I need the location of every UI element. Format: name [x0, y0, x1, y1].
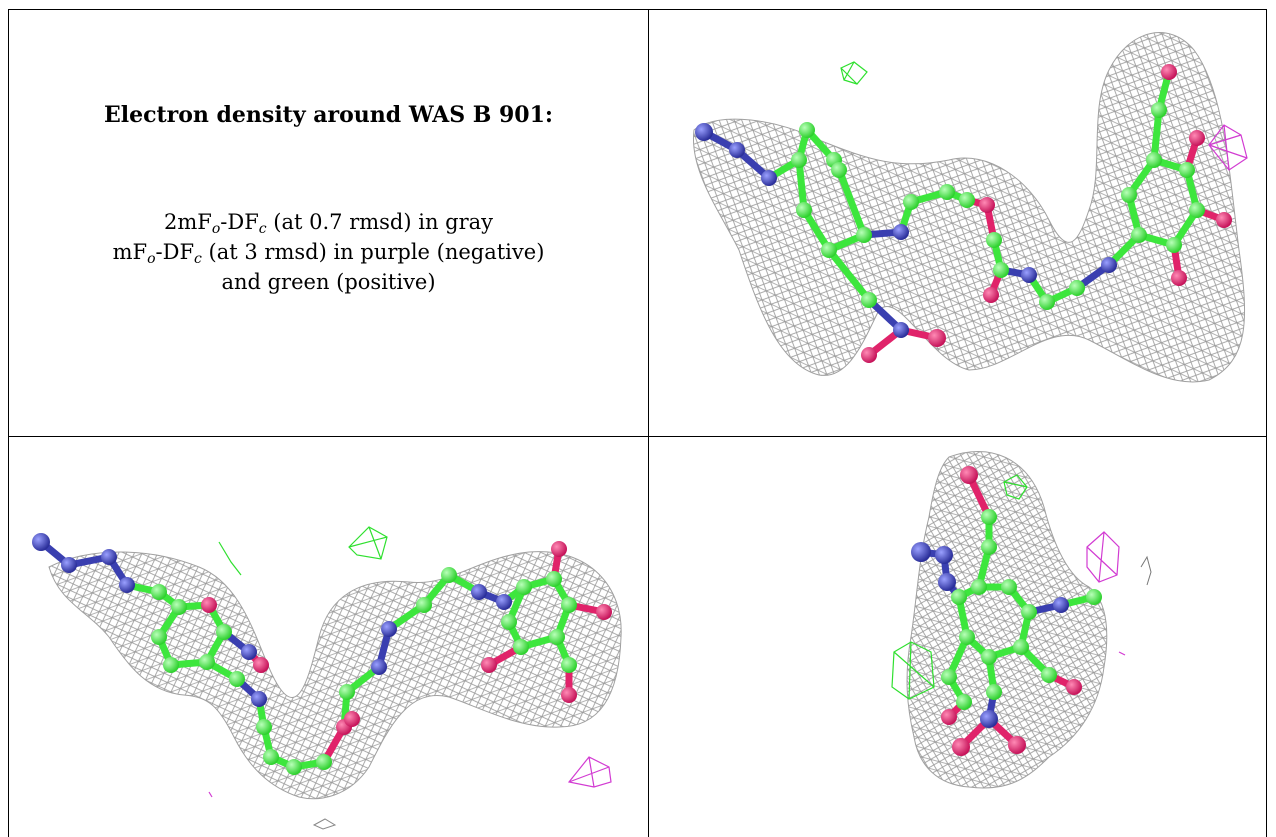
ligand-atoms [32, 533, 612, 775]
density-view-1 [692, 32, 1248, 383]
legend-line-2fofc: 2mFo-DFc (at 0.7 rmsd) in gray [163, 210, 494, 237]
table-border-top [8, 9, 1267, 10]
legend-line-positive: and green (positive) [221, 270, 436, 294]
density-view-2 [32, 526, 622, 830]
density-panel-top-right [649, 10, 1266, 436]
caption-legend: 2mFo-DFc (at 0.7 rmsd) in gray mFo-DFc (… [9, 207, 648, 297]
positive-difference-density [891, 474, 1028, 700]
density-panel-bottom-right [649, 437, 1266, 837]
noise-density [312, 818, 337, 830]
table-border-right [1266, 9, 1267, 837]
positive-difference-density [840, 61, 868, 85]
table-border-middle [648, 9, 649, 837]
noise-density [1140, 555, 1152, 586]
negative-difference-density [1086, 531, 1126, 656]
negative-difference-density [1208, 124, 1248, 171]
ligand-atoms [911, 466, 1102, 756]
positive-difference-density [218, 526, 388, 576]
density-view-3 [891, 450, 1152, 789]
legend-line-fofc: mFo-DFc (at 3 rmsd) in purple (negative) [112, 240, 545, 267]
caption-cell: Electron density around WAS B 901: 2mFo-… [9, 10, 648, 436]
negative-difference-density [208, 756, 612, 798]
caption-title: Electron density around WAS B 901: [103, 102, 554, 128]
density-panel-bottom-left [9, 437, 648, 837]
mesh-envelope [48, 551, 622, 800]
ligand-atoms [695, 64, 1232, 363]
table-border-row-divider [8, 436, 1267, 437]
table-border-left [8, 9, 9, 837]
